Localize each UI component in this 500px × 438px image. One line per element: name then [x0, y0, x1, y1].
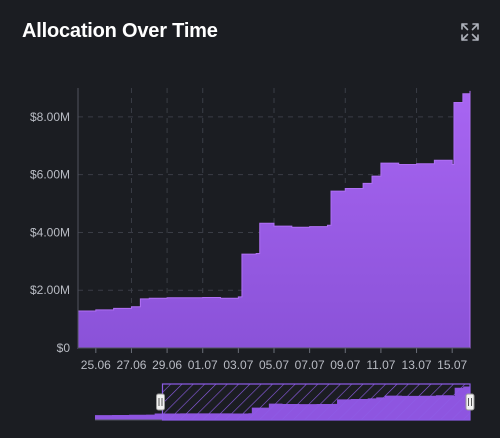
y-tick-label: $2.00M: [30, 283, 70, 297]
x-tick-label: 29.06: [152, 358, 182, 372]
x-tick-label: 11.07: [366, 358, 395, 372]
navigator-selection[interactable]: [161, 383, 471, 421]
grip-icon[interactable]: [156, 393, 165, 411]
x-tick-label: 07.07: [295, 358, 325, 372]
x-tick-label: 05.07: [259, 358, 289, 372]
y-tick-label: $8.00M: [30, 110, 70, 124]
y-tick-label: $0: [57, 341, 71, 355]
navigator-left-handle[interactable]: [156, 393, 165, 411]
grip-icon[interactable]: [465, 393, 475, 411]
card-title: Allocation Over Time: [22, 20, 218, 42]
navigator-right-handle[interactable]: [465, 393, 475, 411]
x-tick-label: 09.07: [330, 358, 360, 372]
expand-icon[interactable]: [460, 22, 480, 42]
x-tick-label: 15.07: [437, 358, 467, 372]
y-tick-label: $4.00M: [30, 225, 70, 239]
y-tick-label: $6.00M: [30, 168, 70, 182]
x-tick-label: 27.06: [116, 358, 146, 372]
x-tick-label: 13.07: [402, 358, 432, 372]
x-tick-label: 25.06: [81, 358, 111, 372]
x-tick-label: 01.07: [188, 358, 218, 372]
x-tick-label: 03.07: [223, 358, 253, 372]
series-area: [77, 90, 471, 349]
